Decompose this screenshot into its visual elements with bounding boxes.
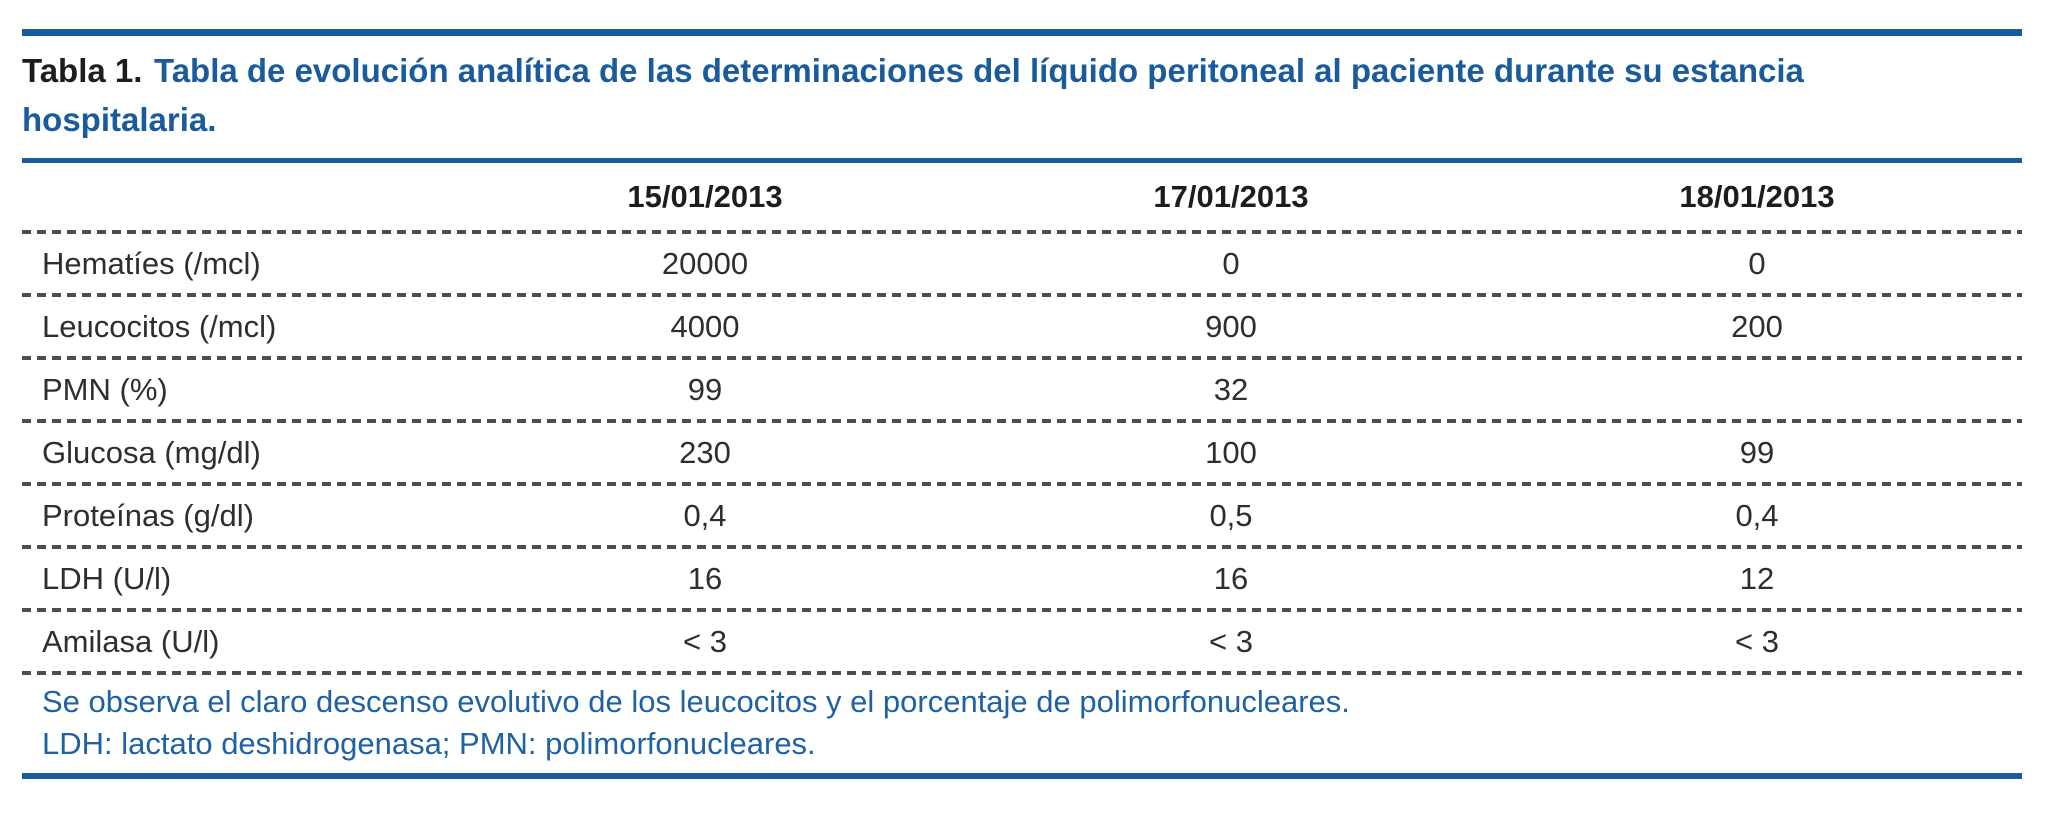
table-cell: 32 [1213,371,1249,407]
table-cell: 99 [687,371,723,407]
row-label: Leucocitos (/mcl) [42,308,277,344]
row-label: LDH (U/l) [42,560,172,596]
caption-number: Tabla 1. [22,52,143,89]
table-cell: < 3 [1209,623,1253,659]
footnote-abbreviations: LDH: lactato deshidrogenasa; PMN: polimo… [42,726,816,761]
caption-text: Tabla de evolución analítica de las dete… [22,52,1804,138]
table-cell: 200 [1731,308,1783,344]
table-cell: 900 [1205,308,1257,344]
caption-divider-rule [22,158,2022,163]
table-row-glucosa: Glucosa (mg/dl) 230 100 99 [22,423,2022,482]
table-cell: 16 [687,560,723,596]
row-label: Proteínas (g/dl) [42,497,254,533]
table-cell: 0 [1748,245,1766,281]
table-cell: 0 [1222,245,1240,281]
table-row-hematies: Hematíes (/mcl) 20000 0 0 [22,234,2022,293]
table-cell: 0,4 [683,497,727,533]
column-header-date-3: 18/01/2013 [1679,178,1835,214]
column-header-date-1: 15/01/2013 [627,178,783,214]
row-separator [22,608,2022,612]
row-separator [22,293,2022,297]
row-separator [22,230,2022,234]
row-separator [22,482,2022,486]
table-row-ldh: LDH (U/l) 16 16 12 [22,549,2022,608]
bottom-rule [22,773,2022,779]
table-cell: 99 [1739,434,1775,470]
table-cell: < 3 [1735,623,1779,659]
table-cell: 0,5 [1209,497,1253,533]
table-cell: 230 [679,434,731,470]
table-cell: 0,4 [1735,497,1779,533]
row-label: Amilasa (U/l) [42,623,220,659]
row-separator [22,671,2022,675]
row-separator [22,545,2022,549]
row-label: PMN (%) [42,371,168,407]
row-separator [22,419,2022,423]
table-row-amilasa: Amilasa (U/l) < 3 < 3 < 3 [22,612,2022,671]
table-row-pmn: PMN (%) 99 32 [22,360,2022,419]
row-label: Glucosa (mg/dl) [42,434,261,470]
row-label: Hematíes (/mcl) [42,245,261,281]
table-row-leucocitos: Leucocitos (/mcl) 4000 900 200 [22,297,2022,356]
table-cell: 100 [1205,434,1257,470]
table-cell: 4000 [670,308,740,344]
table-cell: 20000 [661,245,749,281]
row-separator [22,356,2022,360]
table-cell: 16 [1213,560,1249,596]
table-caption: Tabla 1. Tabla de evolución analítica de … [22,46,1862,144]
column-header-date-2: 17/01/2013 [1153,178,1309,214]
table-footnotes: Se observa el claro descenso evolutivo d… [22,675,2022,765]
table-cell: < 3 [683,623,727,659]
table-header-row: 15/01/2013 17/01/2013 18/01/2013 [22,163,2022,230]
footnote-observation: Se observa el claro descenso evolutivo d… [42,684,1350,719]
table-row-proteinas: Proteínas (g/dl) 0,4 0,5 0,4 [22,486,2022,545]
top-rule [22,29,2022,36]
table-figure: Tabla 1. Tabla de evolución analítica de … [0,29,2051,822]
table-cell: 12 [1739,560,1775,596]
